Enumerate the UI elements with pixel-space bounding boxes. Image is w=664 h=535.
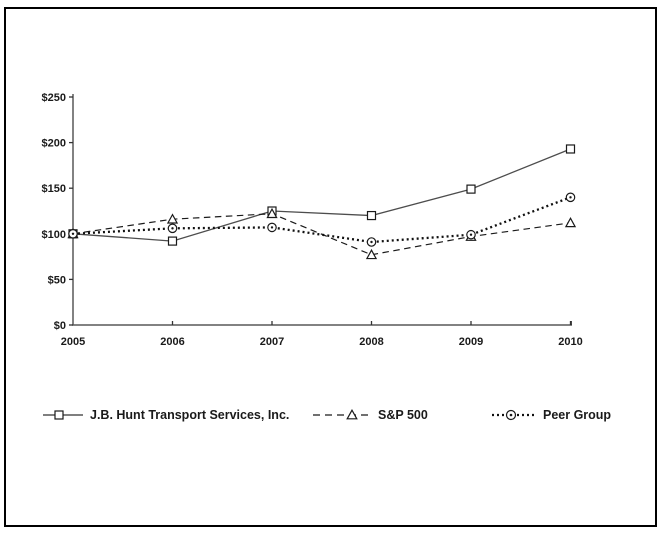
data-point-marker-dot xyxy=(469,233,473,236)
x-tick-label: 2007 xyxy=(260,336,284,348)
series-line-2 xyxy=(72,196,571,244)
data-point-marker-dot xyxy=(270,226,274,229)
y-tick-label: $50 xyxy=(48,274,66,286)
legend-label-peer-group: Peer Group xyxy=(543,408,612,422)
data-point-marker xyxy=(466,184,476,194)
triangle-marker-icon xyxy=(346,408,358,420)
y-tick-label: $0 xyxy=(54,320,66,332)
legend-item-sp500: S&P 500 xyxy=(313,404,428,426)
x-tick-label: 2010 xyxy=(558,336,582,348)
x-tick-label: 2005 xyxy=(61,336,85,348)
data-point-marker xyxy=(167,236,178,246)
series-line-0 xyxy=(72,148,571,242)
data-point-marker-dot xyxy=(370,240,373,244)
chart-frame xyxy=(4,7,657,527)
dashed-line-triangle-swatch xyxy=(313,408,371,420)
x-tick-label: 2008 xyxy=(359,336,383,348)
legend-item-jbht: J.B. Hunt Transport Services, Inc. xyxy=(43,404,289,426)
y-tick-label: $250 xyxy=(42,92,66,104)
y-tick-label: $100 xyxy=(42,229,66,241)
square-marker-icon xyxy=(54,410,64,420)
dotted-line-circle-swatch xyxy=(492,409,536,421)
x-tick-label: 2009 xyxy=(459,336,483,348)
y-tick-label: $200 xyxy=(42,138,66,150)
x-tick-label: 2006 xyxy=(160,336,184,348)
legend-label-sp500: S&P 500 xyxy=(378,408,428,422)
data-point-marker xyxy=(266,207,278,219)
data-point-marker xyxy=(565,144,576,154)
series-line-1 xyxy=(72,213,571,256)
legend-label-jbht: J.B. Hunt Transport Services, Inc. xyxy=(90,408,290,422)
data-point-marker-dot xyxy=(569,196,572,199)
data-point-marker-dot xyxy=(71,232,75,235)
data-point-marker xyxy=(166,213,179,224)
data-point-marker xyxy=(366,210,377,221)
data-point-marker xyxy=(365,248,378,260)
data-point-marker xyxy=(564,217,577,228)
chart-legend: J.B. Hunt Transport Services, Inc. S&P 5… xyxy=(0,404,664,426)
y-tick-label: $150 xyxy=(42,183,66,195)
data-point-marker-dot xyxy=(171,227,174,230)
solid-line-square-swatch xyxy=(43,410,83,420)
legend-item-peer-group: Peer Group xyxy=(492,404,611,426)
